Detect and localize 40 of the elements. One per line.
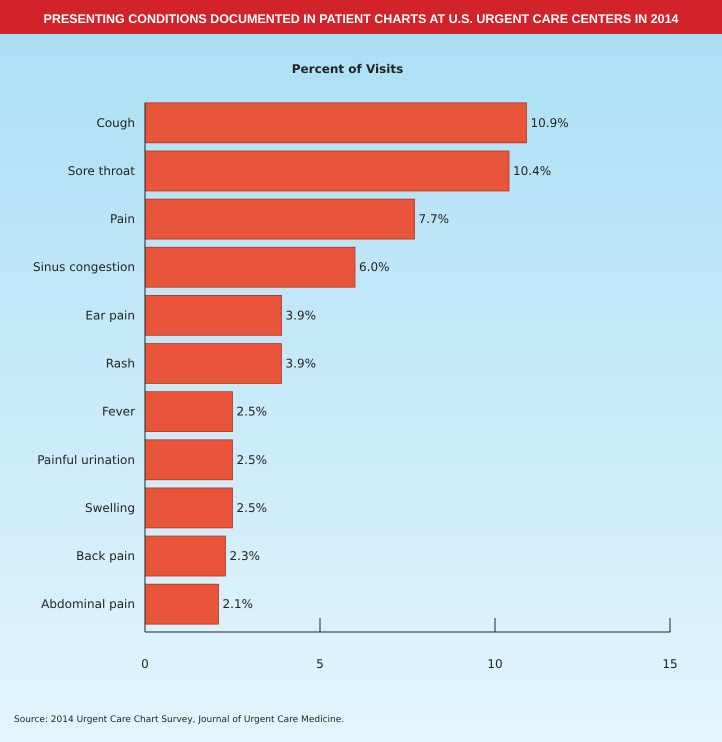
x-tick-label: 0 [141, 657, 149, 671]
data-label: 3.9% [286, 356, 316, 370]
data-label: 10.4% [513, 164, 552, 178]
bar [144, 198, 415, 240]
bar [144, 150, 510, 192]
data-label: 3.9% [286, 308, 316, 322]
data-label: 2.1% [222, 597, 253, 612]
y-tick-label: Pain [110, 212, 135, 226]
chart-title: PRESENTING CONDITIONS DOCUMENTED IN PATIENT CHARTS AT U.S. URGENT CARE CENTERS IN 2014 [43, 12, 679, 26]
y-tick-label: Ear pain [85, 308, 135, 322]
bar [144, 294, 282, 336]
data-label: 2.5% [236, 452, 267, 467]
y-tick-label: Cough [96, 116, 135, 130]
x-tick-label: 10 [487, 657, 503, 671]
bar [144, 536, 226, 576]
data-label: 6.0% [359, 260, 390, 274]
y-tick-label: Sore throat [68, 164, 136, 178]
data-label: 7.7% [418, 212, 449, 226]
bar [144, 343, 282, 384]
y-tick-label: Swelling [84, 500, 135, 515]
bar [144, 102, 527, 144]
bar [144, 584, 219, 625]
bar [144, 439, 233, 480]
data-label: 10.9% [530, 116, 569, 130]
y-tick-label: Abdominal pain [41, 597, 135, 612]
bar [144, 488, 233, 528]
y-tick-label: Rash [106, 356, 135, 370]
y-tick-label: Painful urination [37, 452, 135, 467]
x-tick-label: 5 [316, 657, 324, 671]
data-label: 2.3% [230, 549, 260, 564]
y-tick-label: Sinus congestion [32, 260, 135, 274]
data-label: 2.5% [236, 500, 267, 515]
x-axis-title: Percent of Visits [292, 62, 404, 76]
x-tick-label: 15 [662, 657, 678, 671]
data-label: 2.5% [236, 404, 267, 419]
source-note: Source: 2014 Urgent Care Chart Survey, Journal of Urgent Care Medicine. [14, 715, 344, 725]
y-tick-label: Back pain [76, 549, 135, 564]
bar [144, 391, 233, 432]
bar [144, 246, 356, 288]
y-tick-label: Fever [102, 404, 136, 419]
